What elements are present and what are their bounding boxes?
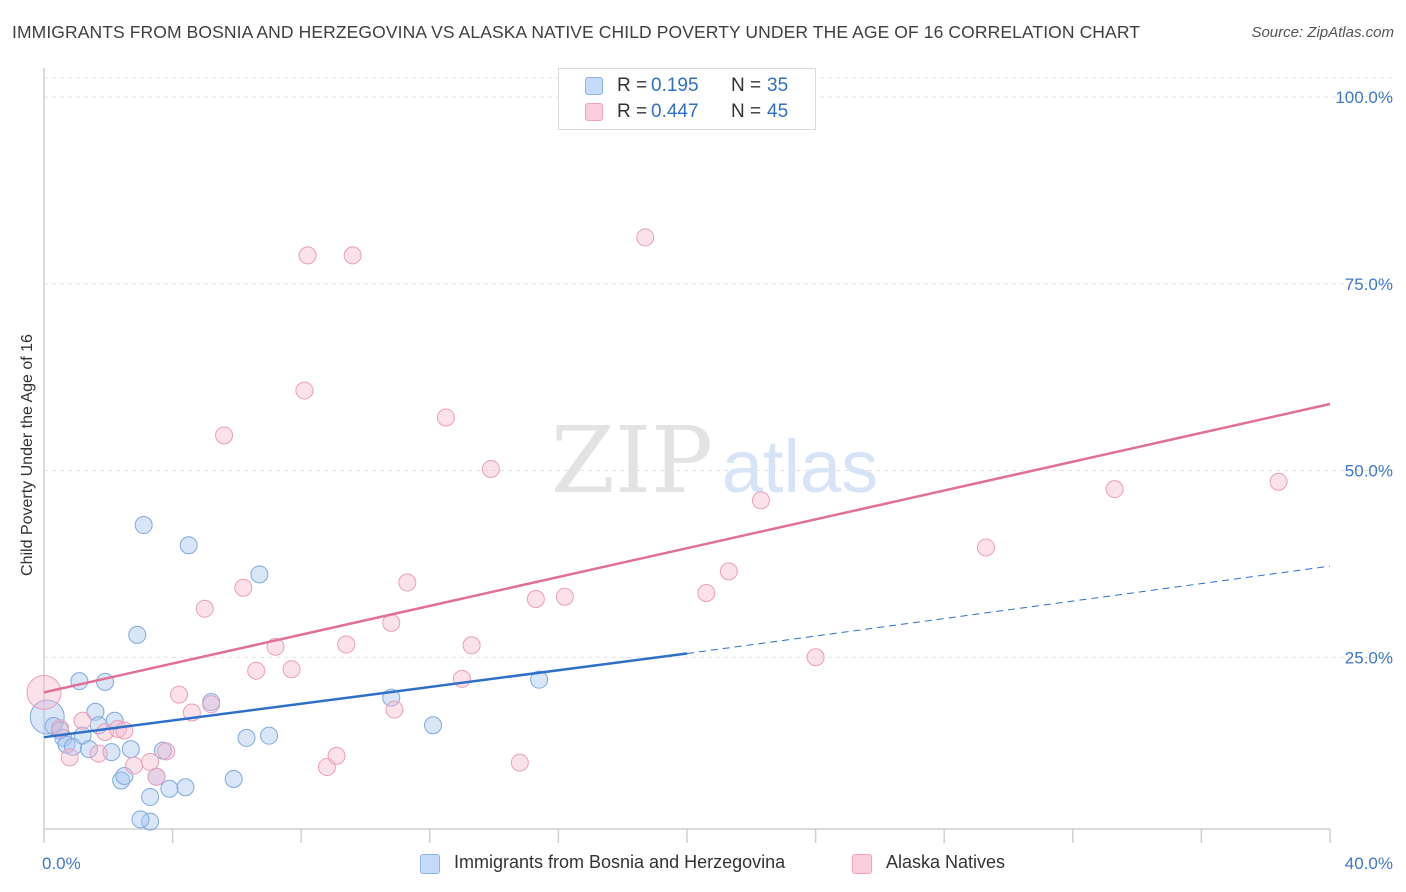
alaska-point	[157, 742, 176, 761]
alaska-point	[452, 669, 471, 688]
y-axis-label: Child Poverty Under the Age of 16	[19, 334, 36, 576]
alaska-point	[298, 246, 317, 265]
bosnia-point	[160, 779, 179, 798]
legend-swatch-alaska	[852, 854, 872, 874]
bosnia-point	[96, 672, 115, 691]
alaska-point	[337, 635, 356, 654]
bosnia-point	[141, 787, 160, 806]
legend-n-value: 35	[767, 75, 789, 96]
bosnia-point	[260, 726, 279, 745]
alaska-point	[115, 721, 134, 740]
alaska-point	[343, 246, 362, 265]
y-tick-label: 75.0%	[1345, 275, 1393, 294]
alaska-point	[697, 584, 716, 603]
bosnia-point	[131, 810, 150, 829]
alaska-point	[636, 228, 655, 247]
alaska-point	[147, 767, 166, 786]
watermark-zip: ZIP	[551, 407, 713, 514]
alaska-point	[385, 700, 404, 719]
alaska-point	[125, 756, 144, 775]
legend-r-value: 0.447	[651, 101, 699, 122]
alaska-point	[247, 661, 266, 680]
alaska-point	[234, 578, 253, 597]
legend-swatch-bosnia	[420, 854, 440, 874]
y-tick-label: 100.0%	[1335, 88, 1393, 107]
alaska-point	[202, 695, 221, 714]
bosnia-point	[134, 516, 153, 535]
bosnia-point	[179, 536, 198, 555]
alaska-trend-line	[43, 402, 1331, 694]
alaska-point	[719, 562, 738, 581]
trend-lines	[43, 402, 1331, 739]
alaska-point	[60, 748, 79, 767]
alaska-point	[73, 711, 92, 730]
bosnia-point	[424, 716, 443, 735]
bosnia-point	[224, 770, 243, 789]
alaska-point	[282, 660, 301, 679]
bosnia-trend-line	[43, 652, 688, 739]
alaska-point	[51, 719, 70, 738]
alaska-point	[526, 589, 545, 608]
bosnia-point	[250, 565, 269, 584]
tick-labels: 25.0% 50.0% 75.0% 100.0% 0.0% 40.0%	[42, 88, 1393, 873]
bosnia-point	[237, 728, 256, 747]
y-tick-label: 25.0%	[1345, 648, 1393, 667]
bosnia-point	[86, 702, 105, 721]
grid-lines	[44, 77, 1394, 658]
alaska-point	[89, 744, 108, 763]
alaska-point	[462, 636, 481, 655]
bosnia-point	[530, 670, 549, 689]
alaska-point	[398, 573, 417, 592]
legend-n-label: N =	[731, 75, 762, 96]
alaska-point	[170, 685, 189, 704]
data-points	[26, 228, 1288, 831]
legend-n-value: 45	[767, 101, 789, 122]
watermark-atlas: atlas	[722, 425, 878, 508]
bosnia-point	[121, 740, 140, 759]
alaska-point	[751, 491, 770, 510]
alaska-point	[215, 426, 234, 445]
bosnia-trend-extension	[686, 565, 1331, 655]
alaska-point	[806, 648, 825, 667]
legend-swatch-alaska	[585, 103, 603, 121]
x-tick-label: 40.0%	[1345, 854, 1393, 873]
bosnia-point	[176, 778, 195, 797]
legend-label-alaska: Alaska Natives	[886, 852, 1006, 872]
bosnia-point	[128, 625, 147, 644]
legend-r-label: R =	[617, 75, 648, 96]
correlation-legend: R = 0.195 N = 35 R = 0.447 N = 45	[558, 68, 816, 130]
bosnia-point	[80, 740, 99, 759]
alaska-point	[555, 587, 574, 606]
legend-r-label: R =	[617, 101, 648, 122]
legend-n-label: N =	[731, 101, 762, 122]
chart-source: Source: ZipAtlas.com	[1251, 24, 1394, 41]
legend-r-value: 0.195	[651, 75, 699, 96]
alaska-point	[510, 753, 529, 772]
axes	[43, 68, 1331, 843]
y-tick-label: 50.0%	[1345, 462, 1393, 481]
alaska-point	[976, 538, 995, 557]
chart-title: IMMIGRANTS FROM BOSNIA AND HERZEGOVINA V…	[12, 22, 1141, 42]
alaska-point	[141, 752, 160, 771]
alaska-point	[195, 599, 214, 618]
legend-label-bosnia: Immigrants from Bosnia and Herzegovina	[454, 852, 786, 872]
alaska-point	[295, 381, 314, 400]
alaska-point	[1105, 480, 1124, 499]
bosnia-point	[102, 743, 121, 762]
legend-swatch-bosnia	[585, 77, 603, 95]
alaska-point	[1269, 472, 1288, 491]
x-tick-label: 0.0%	[42, 854, 81, 873]
bosnia-point	[70, 672, 89, 691]
alaska-point	[327, 746, 346, 765]
alaska-point	[481, 460, 500, 479]
alaska-point	[436, 408, 455, 427]
